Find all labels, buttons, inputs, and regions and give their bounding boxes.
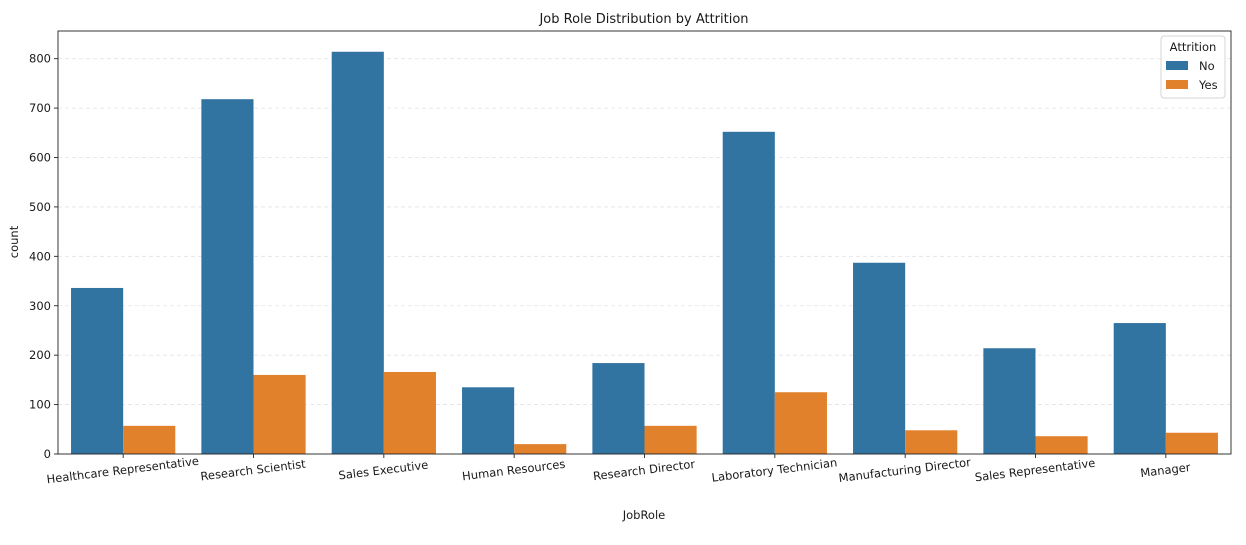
bar-research-director-yes: [644, 425, 697, 454]
bar-manager-no: [1113, 323, 1166, 454]
y-tick-label: 400: [29, 249, 51, 263]
legend-label-yes: Yes: [1198, 78, 1218, 92]
y-axis: 0 100 200 300 400 500 600 700 800: [29, 52, 58, 461]
bar-research-scientist-no: [201, 99, 254, 455]
x-tick-label-sales-representative: Sales Representative: [974, 456, 1096, 485]
legend: Attrition No Yes: [1160, 35, 1226, 99]
bars: [71, 51, 1218, 455]
y-tick-label: 600: [29, 151, 51, 165]
legend-label-no: No: [1199, 59, 1215, 73]
bar-laboratory-technician-no: [722, 131, 775, 454]
y-tick-label: 700: [29, 101, 51, 115]
bar-manufacturing-director-no: [853, 262, 906, 454]
bar-sales-representative-yes: [1035, 436, 1088, 454]
bar-sales-executive-yes: [383, 371, 436, 454]
y-tick-label: 800: [29, 52, 51, 66]
bar-sales-representative-no: [983, 348, 1036, 454]
x-tick-label-research-director: Research Director: [592, 457, 696, 483]
y-tick-label: 300: [29, 299, 51, 313]
bar-sales-executive-no: [331, 51, 384, 455]
x-tick-label-sales-executive: Sales Executive: [338, 458, 429, 483]
y-tick-label: 500: [29, 200, 51, 214]
x-tick-label-human-resources: Human Resources: [461, 457, 566, 484]
y-tick-label: 100: [29, 398, 51, 412]
x-tick-label-manufacturing-director: Manufacturing Director: [838, 455, 972, 485]
x-tick-label-healthcare-representative: Healthcare Representative: [46, 454, 200, 487]
x-tick-label-manager: Manager: [1139, 460, 1191, 480]
y-tick-label: 200: [29, 348, 51, 362]
y-axis-label: count: [7, 225, 21, 258]
legend-title: Attrition: [1170, 40, 1217, 54]
x-tick-label-laboratory-technician: Laboratory Technician: [711, 455, 838, 484]
bar-human-resources-no: [462, 387, 515, 454]
bar-healthcare-representative-no: [71, 287, 124, 454]
legend-swatch-yes: [1166, 80, 1188, 89]
bar-laboratory-technician-yes: [774, 392, 827, 454]
x-axis-label: JobRole: [622, 508, 666, 522]
bar-healthcare-representative-yes: [123, 425, 176, 454]
bar-manufacturing-director-yes: [905, 430, 958, 454]
bar-human-resources-yes: [514, 444, 567, 454]
chart-title: Job Role Distribution by Attrition: [538, 12, 748, 27]
bar-manager-yes: [1165, 432, 1218, 454]
bar-research-scientist-yes: [253, 374, 306, 454]
x-tick-label-research-scientist: Research Scientist: [200, 457, 307, 484]
bar-research-director-no: [592, 363, 645, 454]
x-axis: Healthcare Representative Research Scient…: [46, 454, 1192, 487]
legend-swatch-no: [1166, 61, 1188, 70]
y-tick-label: 0: [44, 447, 51, 461]
